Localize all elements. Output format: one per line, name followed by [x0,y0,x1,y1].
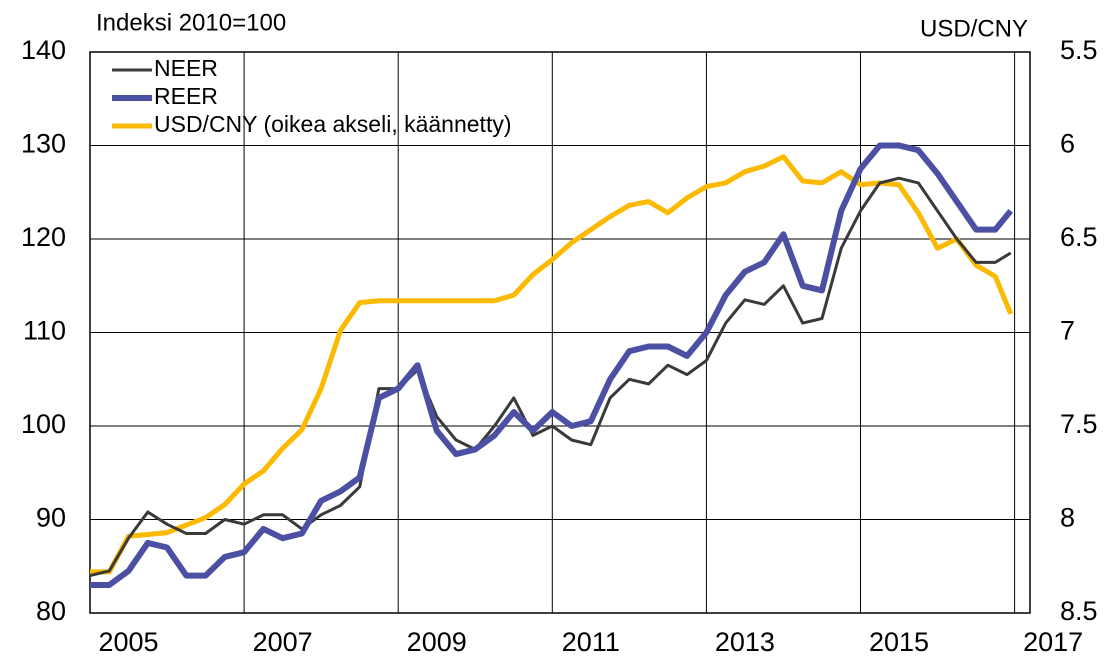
y-tick-label: 140 [21,35,66,65]
x-tick-label: 2013 [715,627,775,657]
y-tick-label: 110 [23,316,66,346]
y2-tick-label: 7.5 [1060,409,1098,439]
y2-tick-label: 8.5 [1060,596,1098,626]
legend-label: NEER [154,55,218,81]
y2-tick-label: 6.5 [1060,222,1098,252]
legend-label: REER [154,83,218,109]
y2-axis-label: USD/CNY [920,15,1028,42]
y-tick-label: 130 [21,129,66,159]
series-line [90,142,1014,588]
x-tick-label: 2009 [407,627,467,657]
y-tick-label: 120 [21,222,66,252]
series-line [90,154,1014,575]
y2-tick-label: 7 [1060,316,1075,346]
x-tick-label: 2017 [1023,627,1083,657]
x-tick-label: 2007 [253,627,313,657]
y2-tick-label: 6 [1060,129,1075,159]
series-line [89,176,1012,578]
x-tick-label: 2015 [869,627,929,657]
y-tick-label: 100 [21,409,66,439]
y-tick-label: 80 [36,596,66,626]
y2-tick-label: 8 [1060,503,1075,533]
legend-label: USD/CNY (oikea akseli, käännetty) [154,111,512,137]
plot-frame [89,51,1031,614]
x-tick-label: 2011 [562,627,620,657]
y2-tick-label: 5.5 [1060,35,1098,65]
y-axis-label: Indeksi 2010=100 [96,9,286,36]
y-tick-label: 90 [36,503,66,533]
x-tick-label: 2005 [98,627,158,657]
